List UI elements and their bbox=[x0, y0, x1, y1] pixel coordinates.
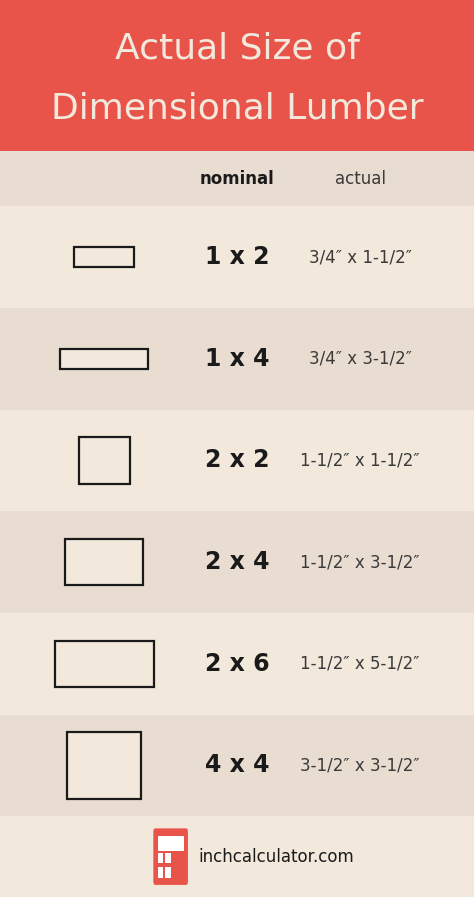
Bar bbox=[0, 715, 474, 816]
Bar bbox=[165, 867, 171, 878]
Text: 3/4″ x 3-1/2″: 3/4″ x 3-1/2″ bbox=[309, 350, 412, 368]
Bar bbox=[65, 539, 143, 586]
Text: 2 x 2: 2 x 2 bbox=[205, 448, 269, 473]
Text: 4 x 4: 4 x 4 bbox=[205, 753, 269, 778]
Text: 1 x 2: 1 x 2 bbox=[205, 245, 269, 269]
Bar bbox=[158, 867, 163, 878]
Text: 2 x 6: 2 x 6 bbox=[205, 652, 269, 675]
Bar bbox=[0, 613, 474, 715]
Text: 1 x 4: 1 x 4 bbox=[205, 347, 269, 370]
Bar bbox=[0, 151, 474, 206]
Bar bbox=[0, 206, 474, 308]
Text: Actual Size of: Actual Size of bbox=[115, 31, 359, 65]
Bar bbox=[60, 349, 148, 369]
Bar bbox=[0, 308, 474, 410]
Text: nominal: nominal bbox=[200, 170, 274, 187]
Bar bbox=[79, 437, 130, 483]
Bar bbox=[74, 248, 134, 267]
Bar bbox=[165, 853, 171, 863]
Text: actual: actual bbox=[335, 170, 386, 187]
Bar bbox=[0, 0, 474, 151]
Text: 1-1/2″ x 5-1/2″: 1-1/2″ x 5-1/2″ bbox=[301, 655, 420, 673]
Bar bbox=[0, 410, 474, 511]
Text: 1-1/2″ x 1-1/2″: 1-1/2″ x 1-1/2″ bbox=[301, 451, 420, 469]
Text: inchcalculator.com: inchcalculator.com bbox=[198, 848, 354, 866]
Text: 3/4″ x 1-1/2″: 3/4″ x 1-1/2″ bbox=[309, 248, 412, 266]
FancyBboxPatch shape bbox=[153, 829, 188, 884]
Bar bbox=[0, 511, 474, 613]
Bar bbox=[67, 732, 141, 799]
Bar bbox=[158, 836, 183, 850]
Bar bbox=[158, 853, 163, 863]
Bar bbox=[55, 640, 154, 687]
Text: 1-1/2″ x 3-1/2″: 1-1/2″ x 3-1/2″ bbox=[301, 553, 420, 571]
Text: 2 x 4: 2 x 4 bbox=[205, 550, 269, 574]
Text: Dimensional Lumber: Dimensional Lumber bbox=[51, 91, 423, 126]
Text: 3-1/2″ x 3-1/2″: 3-1/2″ x 3-1/2″ bbox=[301, 756, 420, 774]
